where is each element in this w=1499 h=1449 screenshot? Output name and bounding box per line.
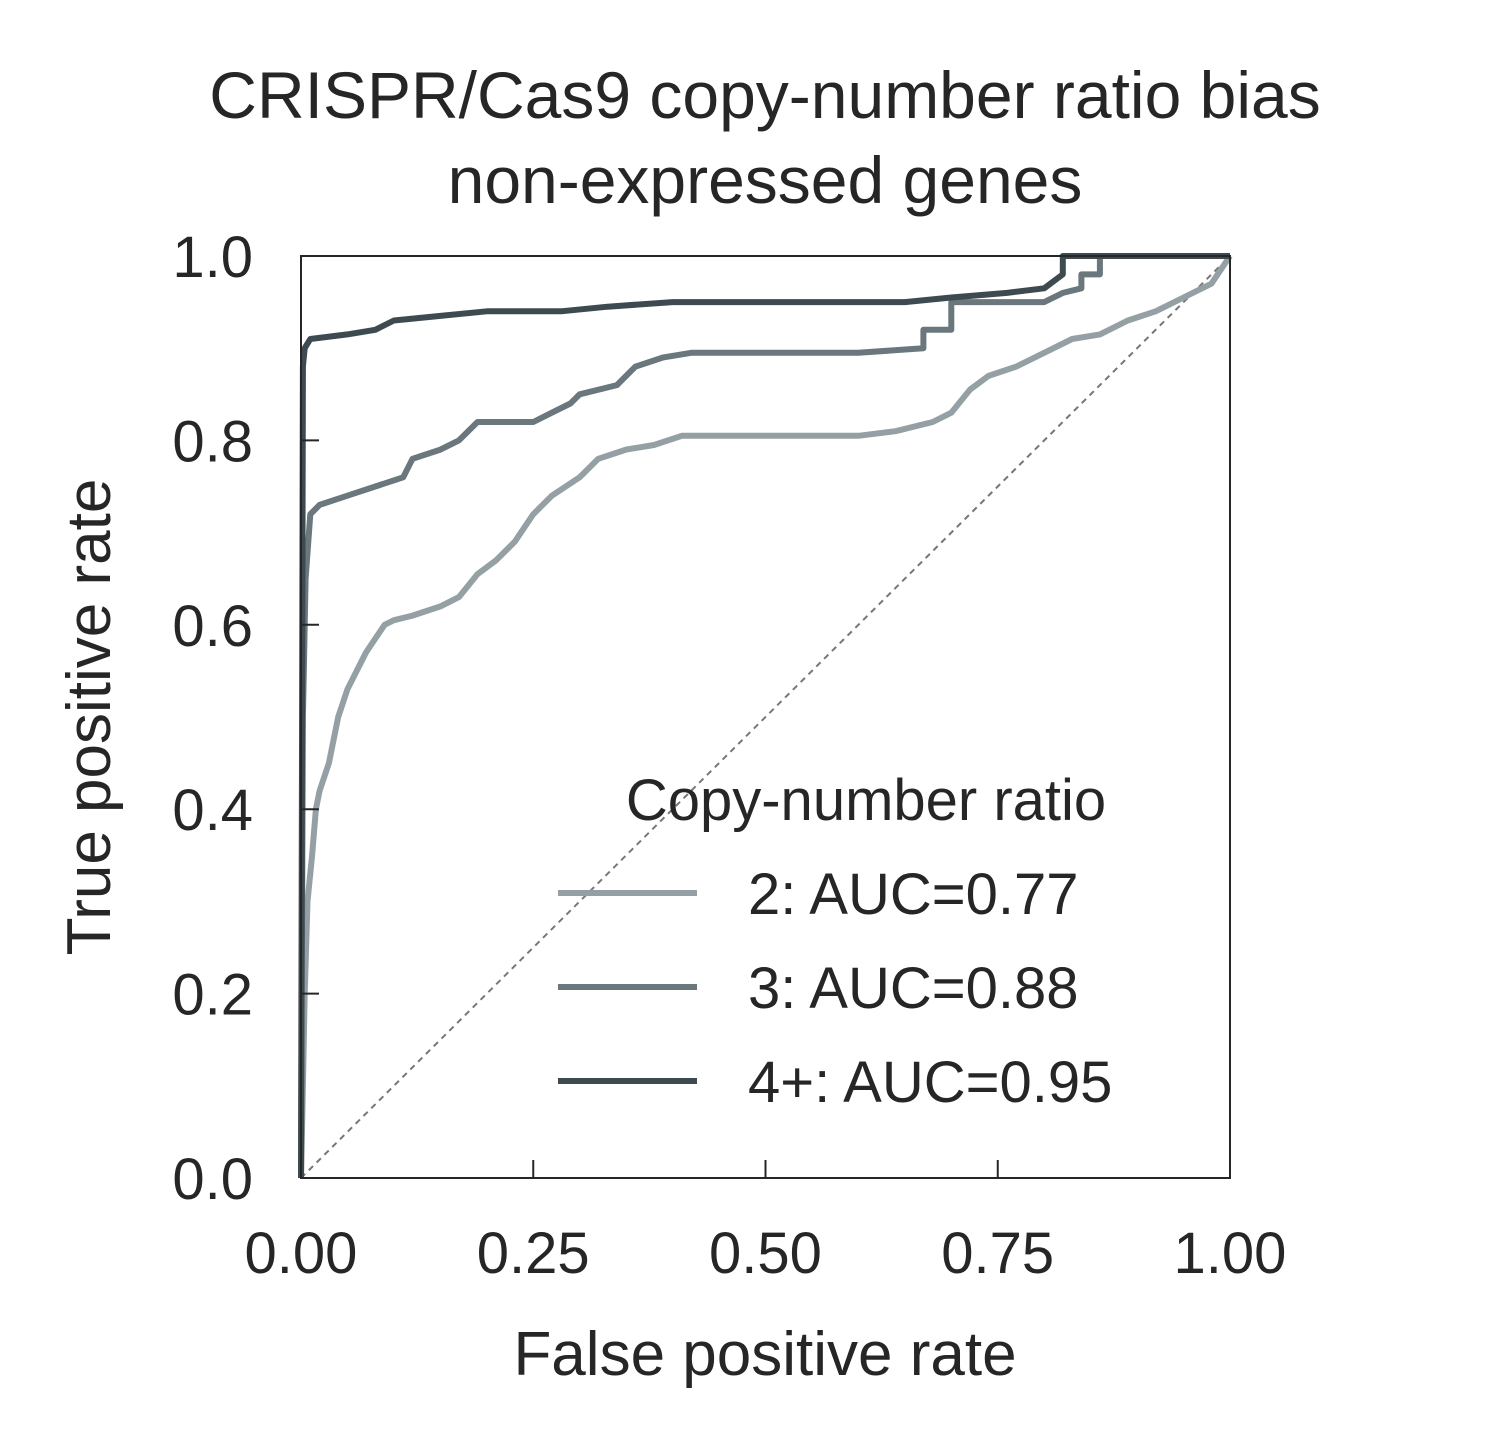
diagonal-reference-line xyxy=(300,255,1231,1179)
diagonal-reference-layer xyxy=(300,255,1231,1179)
y-axis-label: True positive rate xyxy=(55,479,124,956)
chart-title: CRISPR/Cas9 copy-number ratio bias xyxy=(209,58,1320,132)
y-tick-label-5: 1.0 xyxy=(172,225,253,290)
legend: Copy-number ratio 2: AUC=0.77 3: AUC=0.88… xyxy=(558,768,1112,1115)
y-tick-label-0: 0.0 xyxy=(172,1147,253,1212)
y-tick-label-2: 0.4 xyxy=(172,778,253,843)
x-tick-label-2: 0.50 xyxy=(709,1221,822,1286)
x-axis-label: False positive rate xyxy=(513,1320,1016,1389)
legend-label-2: 4+: AUC=0.95 xyxy=(748,1050,1112,1115)
legend-title: Copy-number ratio xyxy=(626,768,1106,833)
x-tick-label-1: 0.25 xyxy=(477,1221,590,1286)
legend-entries: 2: AUC=0.77 3: AUC=0.88 4+: AUC=0.95 xyxy=(558,862,1112,1115)
y-axis-ticks: 0.0 0.2 0.4 0.6 0.8 1.0 xyxy=(172,225,319,1212)
x-tick-label-0: 0.00 xyxy=(245,1221,358,1286)
y-tick-label-3: 0.6 xyxy=(172,594,253,659)
series-line-0 xyxy=(298,254,1233,1179)
series-line-2 xyxy=(298,253,1230,1179)
x-axis-ticks: 0.00 0.25 0.50 0.75 1.00 xyxy=(245,1160,1287,1286)
series-layer xyxy=(298,253,1233,1179)
x-tick-label-3: 0.75 xyxy=(941,1221,1054,1286)
legend-label-0: 2: AUC=0.77 xyxy=(748,862,1079,927)
series-line-1 xyxy=(298,253,1230,1179)
x-tick-label-4: 1.00 xyxy=(1174,1221,1287,1286)
legend-label-1: 3: AUC=0.88 xyxy=(748,956,1079,1021)
y-tick-label-4: 0.8 xyxy=(172,409,253,474)
y-tick-label-1: 0.2 xyxy=(172,963,253,1028)
chart-subtitle: non-expressed genes xyxy=(448,143,1083,217)
